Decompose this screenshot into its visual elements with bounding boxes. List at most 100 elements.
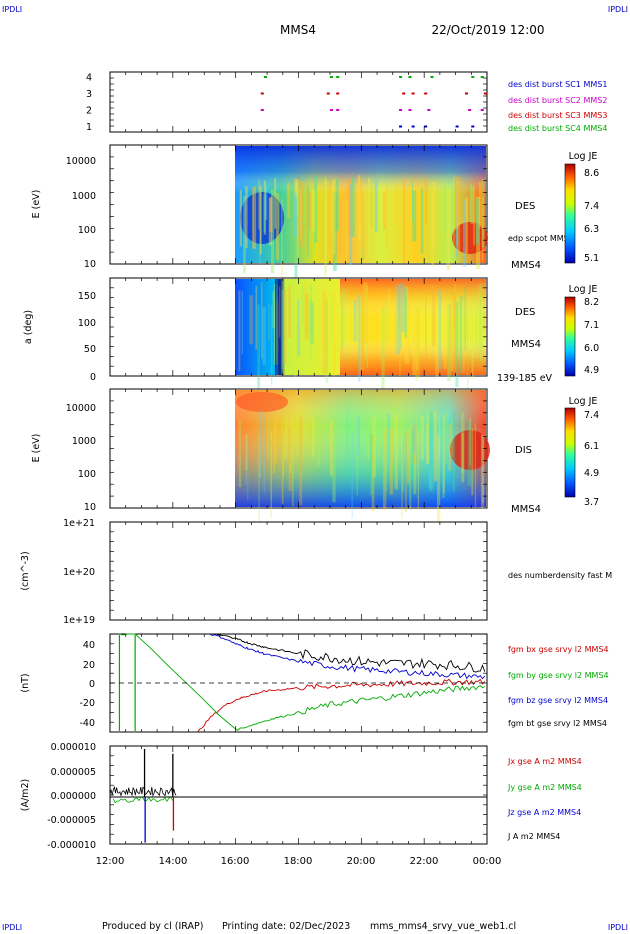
spectrogram-stripe	[329, 421, 333, 477]
tick-label: -20	[79, 698, 95, 709]
spectrogram-stripe	[294, 179, 299, 216]
colorbar-tick: 7.1	[584, 320, 599, 331]
spectrogram-stripe	[251, 187, 254, 249]
spectrogram-stripe	[404, 286, 409, 364]
tick-label: 50	[84, 344, 96, 355]
spectrogram-stripe	[245, 186, 248, 249]
y-axis-label: a (deg)	[23, 310, 34, 344]
colorbar-tick: 6.0	[584, 343, 599, 354]
spectrogram-stripe	[469, 417, 471, 466]
tick-label: -40	[79, 718, 95, 729]
spectrogram-stripe	[341, 297, 343, 369]
spectrogram-stripe	[367, 178, 371, 258]
spectrogram-stripe	[389, 427, 393, 495]
spectrogram-stripe	[425, 291, 427, 366]
panel-frame	[109, 71, 488, 133]
spectrogram-stripe	[324, 290, 326, 355]
bfield-lines	[118, 633, 486, 732]
tick-label: 20	[83, 660, 95, 671]
spectrogram-stripe	[351, 177, 355, 238]
colorbar-tick: 3.7	[584, 497, 599, 508]
spectrogram-stripe	[435, 303, 439, 377]
burst-mark	[263, 76, 267, 78]
spectrogram-stripe	[431, 192, 434, 266]
spectrogram-stripe	[333, 192, 337, 271]
legend-entry: Jx gse A m2 MMS4	[507, 757, 582, 766]
spectrogram-stripes	[238, 410, 485, 523]
spectrogram-stripe	[293, 192, 297, 237]
spectrogram-stripe	[370, 434, 373, 496]
spectrogram-stripe	[351, 433, 353, 519]
spectrogram-stripe	[295, 179, 299, 242]
spectrogram-stripe	[288, 285, 291, 339]
spectrogram-stripe	[281, 198, 283, 283]
burst-mark	[329, 76, 333, 78]
spectrogram-stripe	[257, 304, 261, 393]
burst-mark	[399, 76, 403, 78]
colorbar-tick: 6.1	[584, 441, 599, 452]
spectrogram-stripe	[457, 177, 461, 220]
spectrogram-stripe	[467, 420, 472, 486]
spectrogram-stripe	[429, 412, 433, 492]
spectrogram-stripe	[356, 415, 361, 456]
tick-label: 4	[86, 73, 92, 84]
spectrogram-stripe	[402, 436, 404, 493]
panel-frame	[109, 745, 488, 845]
spectrogram-stripe	[457, 184, 461, 256]
spectrogram-stripe	[298, 283, 302, 327]
colorbar-title: Log JE	[569, 284, 598, 295]
spectrogram-stripe	[412, 423, 417, 465]
spectrogram-stripe	[463, 301, 465, 374]
spectrogram-stripe	[294, 197, 298, 280]
spectrogram-stripe	[268, 303, 270, 341]
spectrogram-stripe	[420, 415, 424, 460]
series-line	[216, 634, 486, 673]
spectrogram-feature	[236, 392, 288, 412]
spectrogram-stripe	[281, 417, 284, 505]
spectrogram-stripe	[395, 184, 398, 223]
panel-current-density: 0.000010 0.000005 0.000000 -0.000005 -0.…	[20, 742, 582, 867]
spectrogram-stripe	[241, 290, 243, 355]
x-tick-label: 00:00	[473, 856, 502, 867]
spectrogram-stripe	[366, 417, 371, 460]
spectrogram-stripe	[385, 184, 389, 247]
spectrogram-stripe	[360, 192, 365, 250]
colorbar	[564, 163, 576, 264]
spectrogram-stripe	[239, 189, 242, 247]
series-line	[109, 785, 177, 797]
spectrogram-stripe	[381, 308, 385, 393]
burst-mark	[399, 125, 403, 128]
tick-label: 0.000010	[51, 742, 96, 753]
spectrogram-stripe	[388, 288, 390, 351]
spectrogram-stripe	[447, 303, 451, 382]
burst-mark	[260, 109, 264, 111]
spectrogram-stripe	[426, 413, 430, 464]
spectrogram-stripe	[412, 301, 416, 376]
spectrogram-stripe	[452, 292, 457, 371]
spectrogram-stripe	[264, 185, 268, 221]
spectrogram-stripe	[321, 282, 325, 367]
burst-mark	[471, 125, 475, 128]
spectrogram-stripe	[289, 421, 292, 474]
legend-entry: Jy gse A m2 MMS4	[507, 783, 582, 792]
spectrogram-stripe	[332, 179, 336, 254]
spectrogram-stripe	[263, 180, 267, 235]
burst-mark	[326, 92, 330, 95]
burst-mark	[424, 125, 428, 128]
spectrogram-stripe	[416, 308, 419, 371]
spectrogram-stripe	[455, 301, 459, 387]
spectrogram-stripe	[413, 417, 416, 455]
footer-printing-date: Printing date: 02/Dec/2023	[222, 921, 350, 932]
spectrogram-stripe	[295, 182, 299, 264]
spectrogram-stripe	[249, 295, 253, 345]
y-axis-label: E (eV)	[31, 434, 42, 463]
spectrogram-stripe	[304, 282, 308, 331]
spectrogram-stripe	[403, 179, 406, 264]
tick-label: 10000	[66, 156, 96, 167]
spectrogram-stripe	[406, 428, 410, 484]
tick-label: 10000	[66, 403, 96, 414]
spectrogram-stripe	[474, 423, 477, 508]
spectrogram-stripe	[269, 196, 273, 233]
x-tick-label: 22:00	[410, 856, 439, 867]
